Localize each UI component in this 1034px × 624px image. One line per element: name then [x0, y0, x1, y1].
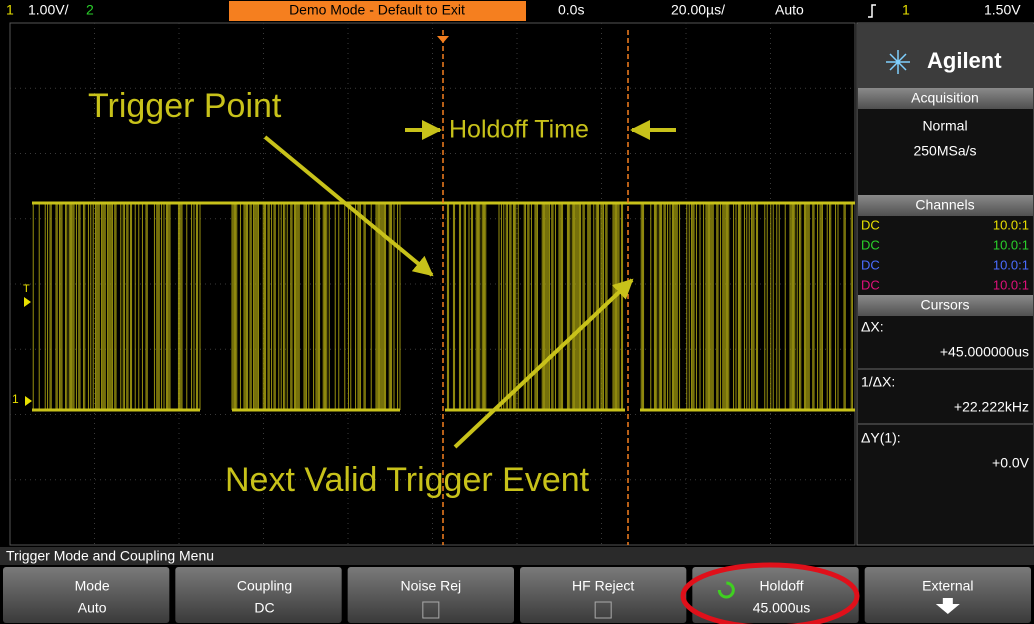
trigger-mode: Auto [775, 2, 804, 18]
annotations: Trigger Point Holdoff Time Next Valid Tr… [88, 87, 590, 499]
trigger-source: 1 [902, 2, 910, 18]
softkey-label[interactable]: External [922, 578, 973, 594]
acq-rate: 250MSa/s [913, 143, 976, 159]
holdoff-label: Holdoff Time [449, 116, 589, 144]
brand-logo [886, 50, 910, 74]
channel-probe: 10.0:1 [993, 237, 1029, 252]
softkey-value[interactable]: DC [254, 600, 274, 616]
channel-coupling: DC [861, 257, 880, 272]
demo-text[interactable]: Demo Mode - Default to Exit [289, 2, 465, 18]
dx-label: ΔX: [861, 319, 884, 335]
dy-label: ΔY(1): [861, 430, 901, 446]
timebase: 20.00µs/ [671, 2, 725, 18]
inv-dx: +22.222kHz [954, 399, 1029, 415]
ch1-scale: 1.00V/ [28, 2, 69, 18]
softkey[interactable] [347, 567, 514, 623]
dx: +45.000000us [940, 344, 1029, 360]
arrow-next [453, 278, 634, 449]
section-header [858, 295, 1033, 316]
ground-arrow [25, 396, 32, 406]
section-title: Acquisition [911, 90, 979, 106]
knob-icon[interactable] [717, 581, 735, 599]
menu-title: Trigger Mode and Coupling Menu [6, 548, 214, 564]
ch1: 1 [6, 2, 14, 18]
inv-dx-label: 1/ΔX: [861, 374, 895, 390]
trigger-pos-marker [437, 36, 449, 43]
section-header [858, 88, 1033, 109]
ground-marker: 1 [12, 392, 19, 406]
panel-bg [856, 22, 1034, 546]
softkey-label[interactable]: Coupling [237, 578, 292, 594]
softkey-label[interactable]: Noise Rej [400, 578, 461, 594]
next-trigger-label: Next Valid Trigger Event [225, 461, 590, 499]
trigger-arrow [24, 297, 31, 307]
section-header [858, 195, 1033, 216]
ch2: 2 [86, 2, 94, 18]
softkey[interactable] [175, 567, 342, 623]
softkey-label[interactable]: Holdoff [759, 578, 803, 594]
brand-bg [858, 24, 1033, 88]
arrows [263, 120, 676, 449]
trigger-point-label: Trigger Point [88, 87, 282, 125]
softkey[interactable] [692, 567, 859, 623]
channel-probe: 10.0:1 [993, 257, 1029, 272]
side-panel: Agilent Acquisition Channels Cursors Norma… [856, 22, 1034, 546]
softkey-label[interactable]: HF Reject [572, 578, 634, 594]
delay: 0.0s [558, 2, 584, 18]
channel-coupling: DC [861, 217, 880, 232]
trigger-level: 1.50V [984, 2, 1021, 18]
trigger-level-marker: T [23, 283, 30, 295]
softkey[interactable] [3, 567, 170, 623]
softkey[interactable] [520, 567, 687, 623]
softkey[interactable] [864, 567, 1031, 623]
brand: Agilent [927, 48, 1002, 73]
demo-box[interactable] [229, 1, 526, 21]
channel-probe: 10.0:1 [993, 277, 1029, 292]
edge-icon [868, 4, 876, 18]
acq-mode: Normal [922, 118, 967, 134]
arrow-icon[interactable] [935, 598, 960, 614]
channel-coupling: DC [861, 277, 880, 292]
channel-probe: 10.0:1 [993, 217, 1029, 232]
screen: T 1 Trigger Point Holdoff Time Next Vali… [9, 22, 856, 546]
softkey-label[interactable]: Mode [75, 578, 110, 594]
section-title: Cursors [920, 297, 969, 313]
checkbox[interactable] [594, 601, 612, 619]
section-title: Channels [915, 197, 974, 213]
wave-edges [32, 203, 853, 410]
channel-coupling: DC [861, 237, 880, 252]
menu-title-bg [0, 547, 1034, 565]
dy: +0.0V [992, 455, 1030, 471]
softkey-value[interactable]: 45.000us [753, 600, 811, 616]
highlight-ring [680, 562, 860, 624]
softkey-value[interactable]: Auto [78, 600, 107, 616]
checkbox[interactable] [422, 601, 440, 619]
arrow-trigger [263, 135, 434, 277]
softkeys: Mode Auto Coupling DC Noise Rej HF Reject Hold… [3, 567, 1031, 623]
top-bar: 1 1.00V/ 2 Demo Mode - Default to Exit 0… [6, 1, 1021, 21]
